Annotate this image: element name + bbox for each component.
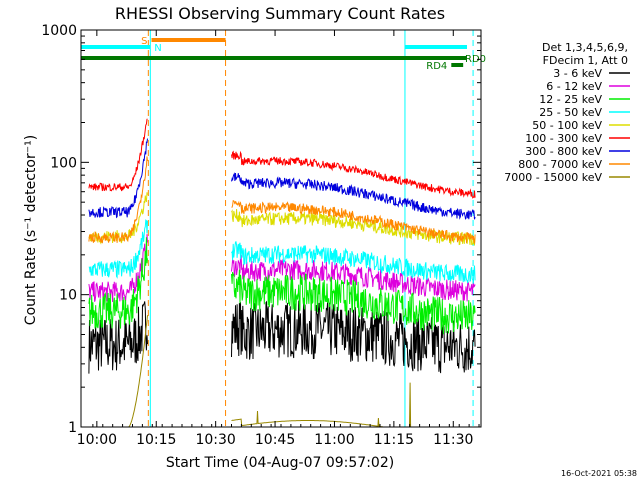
legend-label-8: 7000 - 15000 keV xyxy=(504,171,602,184)
x-tick-label-1: 10:15 xyxy=(136,432,176,448)
series-line-5-0 xyxy=(88,118,148,192)
flag-bars: SN RD0 RD4 xyxy=(81,36,486,72)
legend-header-0: Det 1,3,4,5,6,9, xyxy=(542,41,628,54)
legend-label-7: 800 - 7000 keV xyxy=(518,158,602,171)
series-line-1-1 xyxy=(231,255,476,302)
x-tick-label-6: 11:30 xyxy=(433,432,473,448)
flag-label-rd0: RD0 xyxy=(465,54,486,65)
legend: Det 1,3,4,5,6,9,FDecim 1, Att 03 - 6 keV… xyxy=(504,41,630,184)
timestamp: 16-Oct-2021 05:38 xyxy=(561,469,637,478)
series-line-0-0 xyxy=(88,301,148,374)
legend-label-2: 12 - 25 keV xyxy=(539,93,602,106)
y-tick-label-3: 1000 xyxy=(41,23,77,39)
series-5 xyxy=(88,118,476,199)
chart-title: RHESSI Observing Summary Count Rates xyxy=(115,4,445,23)
y-axis-ticks: 1 10 100 1000 xyxy=(41,23,481,436)
y-axis-label: Count Rate (s⁻¹ detector⁻¹) xyxy=(23,135,39,325)
series-line-6-1 xyxy=(231,172,476,220)
series-lines xyxy=(88,118,476,428)
legend-label-0: 3 - 6 keV xyxy=(553,67,602,80)
series-6 xyxy=(88,138,476,220)
flag-label-rd4: RD4 xyxy=(426,61,447,72)
series-line-8-1 xyxy=(231,382,476,428)
y-tick-label-0: 1 xyxy=(68,420,77,436)
y-tick-label-2: 100 xyxy=(50,155,77,171)
x-tick-label-5: 11:15 xyxy=(374,432,414,448)
x-axis-label: Start Time (04-Aug-07 09:57:02) xyxy=(166,455,394,471)
series-line-5-1 xyxy=(231,150,476,199)
legend-label-6: 300 - 800 keV xyxy=(525,145,602,158)
series-line-7-0 xyxy=(88,156,148,244)
series-line-3-0 xyxy=(88,219,148,279)
y-tick-label-1: 10 xyxy=(59,288,77,304)
series-0 xyxy=(88,300,476,374)
x-axis-ticks: 10:00 10:15 10:30 10:45 11:00 11:15 11:30 xyxy=(77,30,480,448)
series-line-2-1 xyxy=(231,269,476,335)
series-line-3-1 xyxy=(231,241,476,284)
x-tick-label-0: 10:00 xyxy=(77,432,117,448)
flag-label-n: N xyxy=(154,43,161,54)
series-line-6-0 xyxy=(88,138,148,219)
legend-label-5: 100 - 300 keV xyxy=(525,132,602,145)
legend-label-3: 25 - 50 keV xyxy=(539,106,602,119)
series-3 xyxy=(88,219,476,284)
flag-label-s: S xyxy=(141,36,147,47)
legend-label-1: 6 - 12 keV xyxy=(546,80,602,93)
series-line-0-1 xyxy=(231,300,476,374)
series-line-7-1 xyxy=(231,200,476,244)
x-tick-label-3: 10:45 xyxy=(255,432,295,448)
series-line-2-0 xyxy=(88,237,148,329)
series-1 xyxy=(88,234,476,303)
x-tick-label-2: 10:30 xyxy=(195,432,235,448)
series-7 xyxy=(88,156,476,244)
series-2 xyxy=(88,237,476,335)
x-tick-label-4: 11:00 xyxy=(314,432,354,448)
series-line-4-1 xyxy=(231,208,476,247)
series-line-1-0 xyxy=(88,234,148,303)
legend-header-1: FDecim 1, Att 0 xyxy=(543,54,628,67)
legend-label-4: 50 - 100 keV xyxy=(532,119,602,132)
